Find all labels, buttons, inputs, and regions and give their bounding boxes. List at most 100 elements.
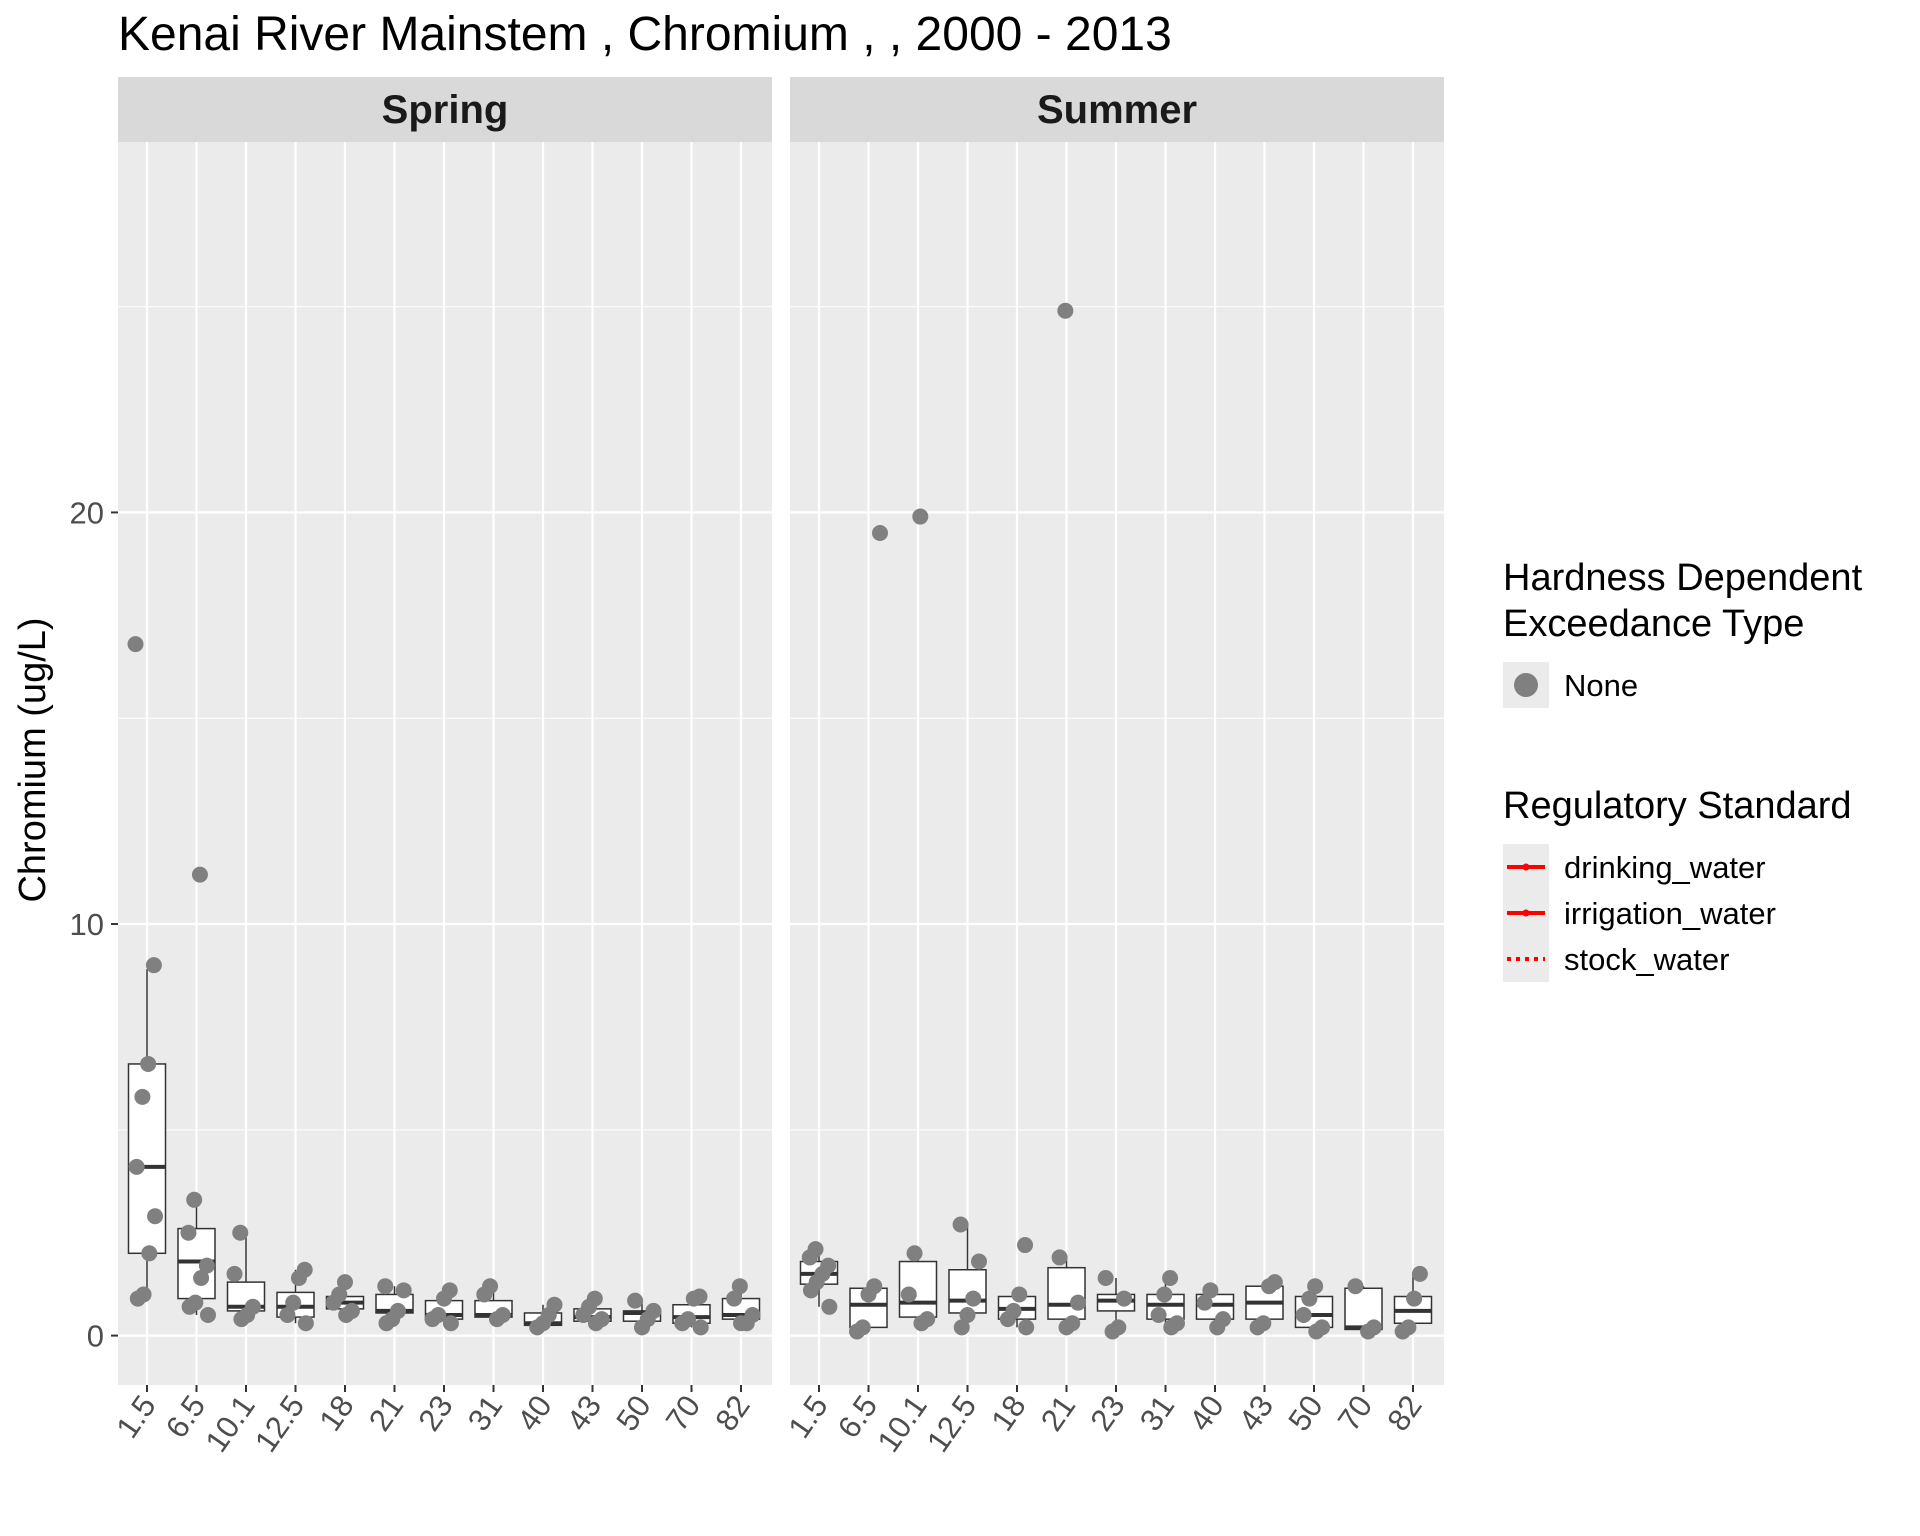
x-tick-label: 40: [510, 1389, 558, 1437]
data-point: [1070, 1294, 1086, 1311]
x-tick-label: 40: [1182, 1389, 1230, 1437]
x-tick-label: 21: [1034, 1389, 1082, 1437]
facet-strip: [118, 77, 772, 142]
facet-strip-label: Summer: [1037, 88, 1197, 132]
data-point: [1156, 1286, 1173, 1303]
data-point: [959, 1307, 976, 1324]
data-point: [127, 636, 144, 653]
data-point: [733, 1315, 749, 1332]
data-point: [1347, 1278, 1364, 1295]
data-point: [953, 1319, 970, 1336]
x-tick-label: 1.5: [781, 1389, 834, 1444]
y-tick-label: 10: [70, 907, 104, 942]
data-point: [1261, 1278, 1278, 1295]
chart-title: Kenai River Mainstem , Chromium , , 2000…: [118, 8, 1172, 61]
data-point: [134, 1088, 151, 1105]
data-point: [180, 1224, 197, 1241]
data-point: [129, 1290, 146, 1307]
data-point: [128, 1158, 145, 1175]
legend-key-line-dot: [1522, 863, 1530, 871]
data-point: [1307, 1278, 1324, 1295]
x-tick-label: 50: [1281, 1389, 1329, 1437]
data-point: [1057, 302, 1074, 319]
data-point: [186, 1191, 203, 1208]
y-tick-label: 20: [70, 495, 104, 530]
data-point: [442, 1315, 459, 1332]
data-point: [1196, 1294, 1213, 1311]
x-tick-label: 70: [1331, 1389, 1379, 1437]
data-point: [872, 525, 888, 542]
facet-strip: [790, 77, 1444, 142]
box-iqr: [1047, 1266, 1086, 1320]
data-point: [285, 1294, 302, 1311]
data-point: [200, 1307, 216, 1324]
data-point: [912, 508, 929, 525]
data-point: [802, 1282, 819, 1299]
data-point: [1162, 1269, 1179, 1286]
data-point: [1202, 1282, 1219, 1299]
x-tick-label: 21: [362, 1389, 410, 1437]
data-point: [232, 1224, 249, 1241]
data-point: [1295, 1307, 1312, 1324]
data-point: [849, 1323, 865, 1340]
data-point: [1360, 1323, 1377, 1340]
data-point: [290, 1269, 307, 1286]
x-tick-label: 70: [659, 1389, 707, 1437]
x-tick-label: 1.5: [109, 1389, 162, 1444]
legend-title: Hardness Dependent: [1503, 557, 1863, 599]
data-point: [1104, 1323, 1121, 1340]
data-point: [913, 1315, 930, 1332]
data-point: [1051, 1249, 1068, 1266]
data-point: [860, 1286, 877, 1303]
data-point: [424, 1311, 441, 1328]
data-point: [1411, 1265, 1428, 1282]
data-point: [488, 1311, 505, 1328]
data-point: [900, 1286, 917, 1303]
data-point: [1209, 1319, 1226, 1336]
data-point: [147, 1208, 164, 1225]
data-point: [1097, 1269, 1114, 1286]
data-point: [1011, 1286, 1028, 1303]
data-point: [395, 1282, 412, 1299]
x-tick-label: 18: [984, 1389, 1032, 1437]
data-point: [1308, 1323, 1325, 1340]
data-point: [627, 1292, 644, 1309]
data-point: [575, 1307, 592, 1324]
data-point: [325, 1294, 342, 1311]
data-point: [529, 1319, 546, 1336]
legend-key-line-dot: [1522, 909, 1530, 917]
data-point: [191, 866, 208, 883]
data-point: [906, 1245, 923, 1262]
box-iqr: [948, 1269, 987, 1314]
data-point: [685, 1290, 702, 1307]
data-point: [1116, 1290, 1133, 1307]
data-point: [674, 1315, 691, 1332]
y-axis-label: Chromium (ug/L): [12, 617, 54, 902]
data-point: [297, 1315, 314, 1332]
data-point: [1018, 1319, 1035, 1336]
x-tick-label: 50: [609, 1389, 657, 1437]
x-tick-label: 12.5: [248, 1389, 311, 1459]
data-point: [999, 1311, 1016, 1328]
legend-label: drinking_water: [1564, 850, 1766, 885]
data-point: [378, 1315, 395, 1332]
x-tick-label: 31: [1133, 1389, 1181, 1437]
data-point: [952, 1216, 969, 1233]
x-tick-label: 10.1: [870, 1389, 933, 1459]
x-tick-label: 82: [708, 1389, 756, 1437]
legend-title: Exceedance Type: [1503, 603, 1804, 645]
y-tick-label: 0: [87, 1319, 104, 1354]
data-point: [1406, 1290, 1423, 1307]
data-point: [731, 1278, 748, 1295]
x-tick-label: 31: [461, 1389, 509, 1437]
data-point: [338, 1307, 355, 1324]
data-point: [1150, 1307, 1167, 1324]
legend-label: irrigation_water: [1564, 896, 1776, 931]
data-point: [726, 1290, 743, 1307]
box-21: [1047, 1257, 1086, 1328]
data-point: [1301, 1290, 1318, 1307]
